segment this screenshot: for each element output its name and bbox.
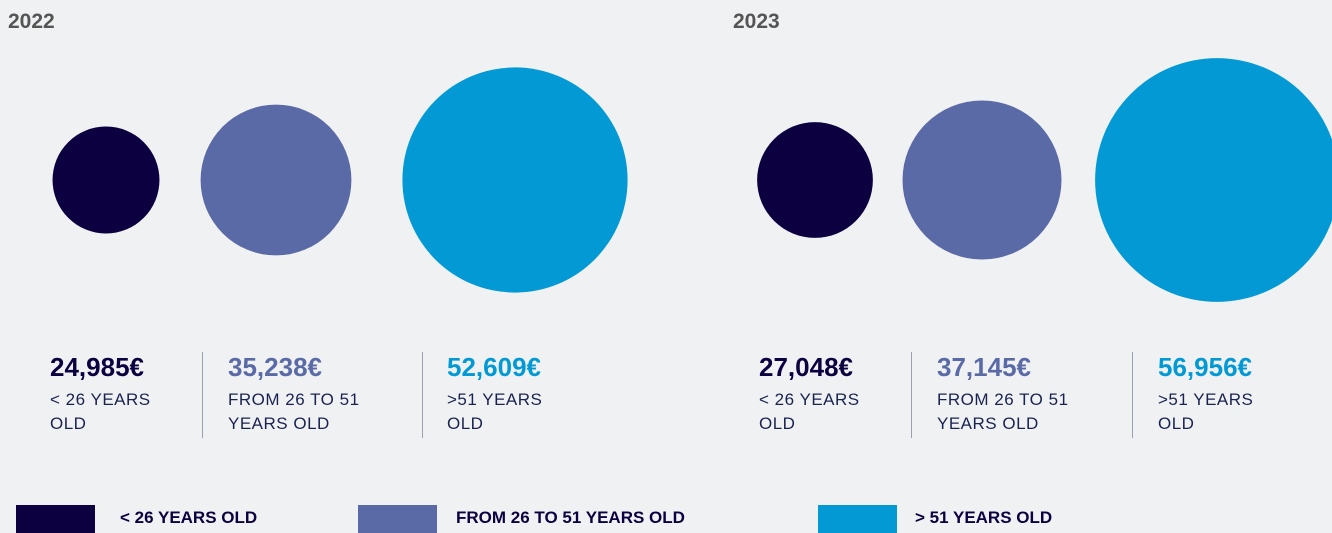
bubble: [757, 122, 873, 238]
value-label: 52,609€: [447, 352, 541, 382]
legend-label: > 51 YEARS OLD: [915, 508, 1053, 527]
legend-swatch: [358, 505, 437, 533]
legend-label: < 26 YEARS OLD: [120, 508, 258, 527]
bubble: [52, 126, 160, 234]
category-label: >51 YEARS OLD: [1158, 390, 1254, 433]
legend-swatch: [16, 505, 95, 533]
category-label: FROM 26 TO 51 YEARS OLD: [228, 390, 360, 433]
chart-title: 2023: [733, 10, 780, 33]
category-label: < 26 YEARS OLD: [50, 390, 151, 433]
bubble: [200, 104, 352, 256]
separator: [202, 352, 203, 438]
chart-title: 2022: [8, 10, 55, 33]
value-label: 27,048€: [759, 352, 853, 382]
value-label: 24,985€: [50, 352, 144, 382]
legend-swatch: [818, 505, 897, 533]
category-label: FROM 26 TO 51 YEARS OLD: [937, 390, 1069, 433]
value-label: 37,145€: [937, 352, 1031, 382]
separator: [911, 352, 912, 438]
bubble: [1095, 58, 1332, 302]
separator: [1132, 352, 1133, 438]
value-label: 56,956€: [1158, 352, 1252, 382]
separator: [422, 352, 423, 438]
bubble: [902, 100, 1062, 260]
legend-label: FROM 26 TO 51 YEARS OLD: [456, 508, 685, 527]
bubble: [402, 67, 628, 293]
category-label: < 26 YEARS OLD: [759, 390, 860, 433]
category-label: >51 YEARS OLD: [447, 390, 543, 433]
value-label: 35,238€: [228, 352, 322, 382]
